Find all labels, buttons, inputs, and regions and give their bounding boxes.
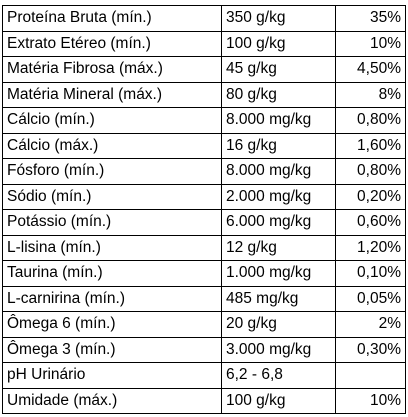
nutrient-cell: Ômega 6 (mín.)	[2, 311, 222, 338]
amount-cell: 485 mg/kg	[221, 285, 336, 312]
nutrition-table: Proteína Bruta (mín.) 350 g/kg 35% Extrato …	[2, 5, 406, 414]
table-row: L-lisina (mín.) 12 g/kg 1,20%	[2, 234, 406, 261]
percent-cell: 1,20%	[335, 234, 406, 261]
amount-cell: 45 g/kg	[221, 56, 336, 83]
percent-cell: 0,20%	[335, 183, 406, 210]
amount-cell: 6,2 - 6,8	[221, 362, 336, 389]
nutrient-cell: L-lisina (mín.)	[2, 234, 222, 261]
percent-cell: 1,60%	[335, 132, 406, 159]
percent-cell	[335, 362, 406, 389]
percent-cell: 10%	[335, 387, 406, 414]
nutrient-cell: Taurina (mín.)	[2, 260, 222, 287]
table-row: Cálcio (máx.) 16 g/kg 1,60%	[2, 132, 406, 159]
table-row: Extrato Etéreo (mín.) 100 g/kg 10%	[2, 30, 406, 57]
amount-cell: 1.000 mg/kg	[221, 260, 336, 287]
amount-cell: 8.000 mg/kg	[221, 107, 336, 134]
amount-cell: 20 g/kg	[221, 311, 336, 338]
table-row: Potássio (mín.) 6.000 mg/kg 0,60%	[2, 209, 406, 236]
percent-cell: 2%	[335, 311, 406, 338]
amount-cell: 100 g/kg	[221, 387, 336, 414]
percent-cell: 10%	[335, 30, 406, 57]
nutrient-cell: Potássio (mín.)	[2, 209, 222, 236]
table-row: Ômega 6 (mín.) 20 g/kg 2%	[2, 311, 406, 338]
amount-cell: 12 g/kg	[221, 234, 336, 261]
percent-cell: 0,80%	[335, 158, 406, 185]
table-row: L-carnirina (mín.) 485 mg/kg 0,05%	[2, 285, 406, 312]
percent-cell: 0,10%	[335, 260, 406, 287]
table-row: pH Urinário 6,2 - 6,8	[2, 362, 406, 389]
nutrient-cell: Proteína Bruta (mín.)	[2, 5, 222, 32]
nutrient-cell: Sódio (mín.)	[2, 183, 222, 210]
nutrient-cell: Cálcio (máx.)	[2, 132, 222, 159]
amount-cell: 8.000 mg/kg	[221, 158, 336, 185]
nutrient-cell: Fósforo (mín.)	[2, 158, 222, 185]
table-row: Taurina (mín.) 1.000 mg/kg 0,10%	[2, 260, 406, 287]
amount-cell: 3.000 mg/kg	[221, 336, 336, 363]
amount-cell: 100 g/kg	[221, 30, 336, 57]
table-row: Cálcio (mín.) 8.000 mg/kg 0,80%	[2, 107, 406, 134]
table-row: Fósforo (mín.) 8.000 mg/kg 0,80%	[2, 158, 406, 185]
table-row: Matéria Fibrosa (máx.) 45 g/kg 4,50%	[2, 56, 406, 83]
percent-cell: 0,05%	[335, 285, 406, 312]
amount-cell: 6.000 mg/kg	[221, 209, 336, 236]
nutrient-cell: Matéria Fibrosa (máx.)	[2, 56, 222, 83]
amount-cell: 2.000 mg/kg	[221, 183, 336, 210]
table-row: Sódio (mín.) 2.000 mg/kg 0,20%	[2, 183, 406, 210]
nutrient-cell: pH Urinário	[2, 362, 222, 389]
table-row: Umidade (máx.) 100 g/kg 10%	[2, 387, 406, 414]
nutrient-cell: Ômega 3 (mín.)	[2, 336, 222, 363]
nutrition-table-body: Proteína Bruta (mín.) 350 g/kg 35% Extrato …	[2, 5, 406, 414]
amount-cell: 16 g/kg	[221, 132, 336, 159]
percent-cell: 4,50%	[335, 56, 406, 83]
percent-cell: 8%	[335, 81, 406, 108]
nutrient-cell: Cálcio (mín.)	[2, 107, 222, 134]
nutrient-cell: L-carnirina (mín.)	[2, 285, 222, 312]
nutrient-cell: Umidade (máx.)	[2, 387, 222, 414]
percent-cell: 35%	[335, 5, 406, 32]
table-row: Ômega 3 (mín.) 3.000 mg/kg 0,30%	[2, 336, 406, 363]
amount-cell: 80 g/kg	[221, 81, 336, 108]
table-row: Proteína Bruta (mín.) 350 g/kg 35%	[2, 5, 406, 32]
amount-cell: 350 g/kg	[221, 5, 336, 32]
nutrient-cell: Extrato Etéreo (mín.)	[2, 30, 222, 57]
percent-cell: 0,30%	[335, 336, 406, 363]
table-row: Matéria Mineral (máx.) 80 g/kg 8%	[2, 81, 406, 108]
nutrient-cell: Matéria Mineral (máx.)	[2, 81, 222, 108]
percent-cell: 0,60%	[335, 209, 406, 236]
percent-cell: 0,80%	[335, 107, 406, 134]
